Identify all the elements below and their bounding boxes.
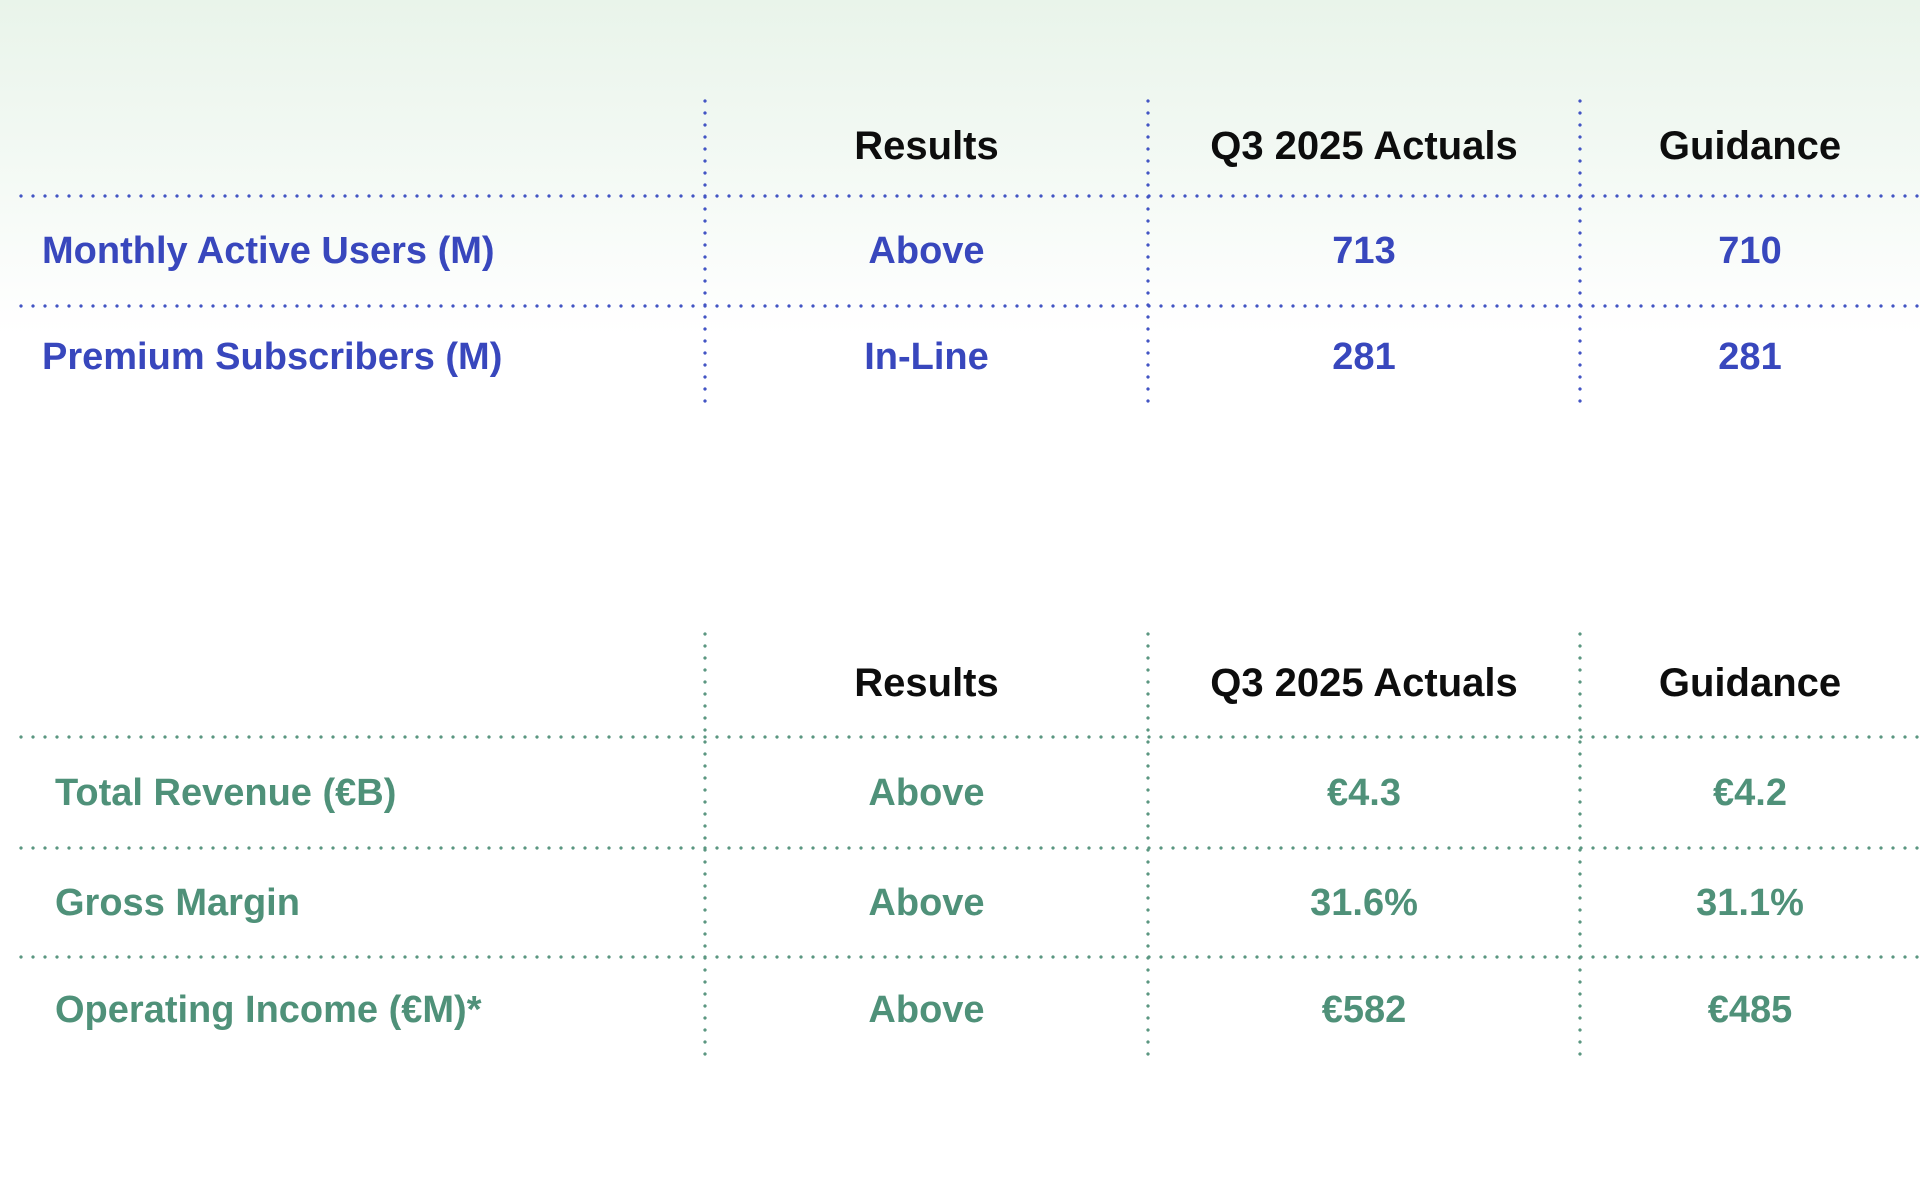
users-table-column-divider-2 xyxy=(1146,95,1150,407)
users-table-row-divider-1 xyxy=(15,194,1920,198)
users-table-row-divider-2 xyxy=(15,304,1920,308)
top-gradient-background xyxy=(0,0,1920,335)
financials-table: Results Q3 2025 Actuals Guidance Total R… xyxy=(0,628,1920,1062)
users-table-column-divider-3 xyxy=(1578,95,1582,407)
operating-income-actuals: €582 xyxy=(1321,988,1407,1031)
financials-table-column-divider-1 xyxy=(703,628,707,1062)
users-column-header-results: Results xyxy=(854,123,999,168)
row-label-operating-income: Operating Income (€M)* xyxy=(55,988,482,1031)
gross-margin-actuals: 31.6% xyxy=(1310,881,1418,924)
monthly-active-users-guidance: 710 xyxy=(1718,230,1782,272)
gross-margin-results: Above xyxy=(868,881,985,924)
financials-table-column-divider-3 xyxy=(1578,628,1582,1062)
financials-table-corner-cell xyxy=(0,628,705,737)
total-revenue-actuals: €4.3 xyxy=(1327,771,1401,814)
operating-income-guidance: €485 xyxy=(1707,988,1793,1031)
users-column-header-actuals: Q3 2025 Actuals xyxy=(1210,123,1518,168)
operating-income-results: Above xyxy=(868,988,985,1031)
row-label-total-revenue: Total Revenue (€B) xyxy=(55,771,397,814)
total-revenue-guidance: €4.2 xyxy=(1713,771,1787,814)
gross-margin-guidance: 31.1% xyxy=(1696,881,1804,924)
financials-table-row-divider-3 xyxy=(15,955,1920,959)
users-table: Results Q3 2025 Actuals Guidance Monthly… xyxy=(0,95,1920,407)
financials-table-column-divider-2 xyxy=(1146,628,1150,1062)
row-label-premium-subscribers: Premium Subscribers (M) xyxy=(42,335,503,378)
monthly-active-users-results: Above xyxy=(868,230,985,272)
monthly-active-users-actuals: 713 xyxy=(1332,230,1396,272)
financials-column-header-guidance: Guidance xyxy=(1658,660,1842,705)
row-label-monthly-active-users: Monthly Active Users (M) xyxy=(42,230,495,272)
total-revenue-results: Above xyxy=(868,771,985,814)
financials-column-header-actuals: Q3 2025 Actuals xyxy=(1210,660,1518,705)
financials-column-header-results: Results xyxy=(854,660,999,705)
premium-subscribers-guidance: 281 xyxy=(1718,335,1782,378)
row-label-gross-margin: Gross Margin xyxy=(55,881,300,924)
premium-subscribers-results: In-Line xyxy=(864,335,989,378)
users-table-column-divider-1 xyxy=(703,95,707,407)
financials-table-row-divider-2 xyxy=(15,846,1920,850)
premium-subscribers-actuals: 281 xyxy=(1332,335,1396,378)
financials-table-row-divider-1 xyxy=(15,735,1920,739)
users-column-header-guidance: Guidance xyxy=(1658,123,1842,168)
users-table-corner-cell xyxy=(0,95,705,196)
